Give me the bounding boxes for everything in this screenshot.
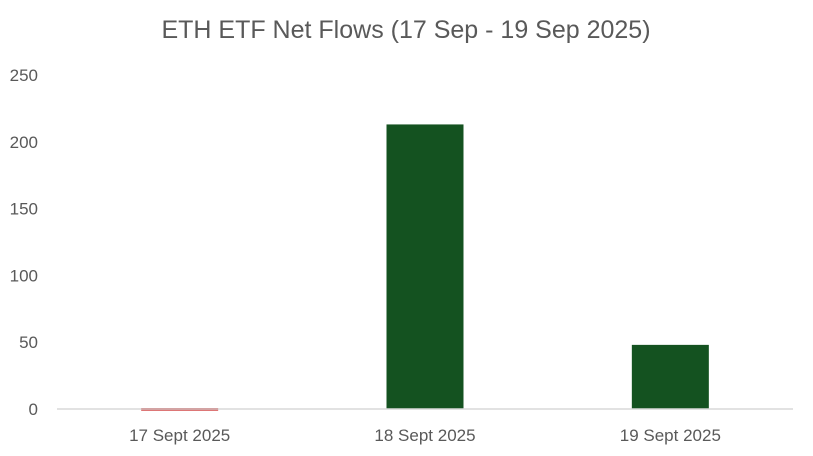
- bar: [631, 344, 709, 409]
- x-tick-label: 17 Sept 2025: [129, 426, 230, 445]
- chart-title: ETH ETF Net Flows (17 Sep - 19 Sep 2025): [161, 16, 650, 44]
- y-tick-label: 150: [10, 200, 38, 219]
- x-axis-labels: 17 Sept 2025 18 Sept 2025 19 Sept 2025: [129, 426, 721, 445]
- bars: [141, 124, 709, 411]
- y-tick-label: 250: [10, 66, 38, 85]
- y-axis-ticks: 0 50 100 150 200 250: [10, 66, 38, 419]
- y-tick-label: 50: [19, 333, 38, 352]
- x-tick-label: 19 Sept 2025: [620, 426, 721, 445]
- y-tick-label: 100: [10, 266, 38, 285]
- y-tick-label: 200: [10, 133, 38, 152]
- bar: [386, 124, 464, 409]
- x-tick-label: 18 Sept 2025: [374, 426, 475, 445]
- y-tick-label: 0: [29, 400, 38, 419]
